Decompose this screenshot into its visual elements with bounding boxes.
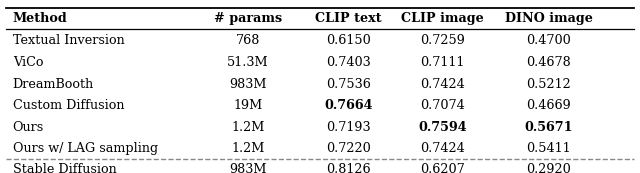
Text: 0.5671: 0.5671 (525, 121, 573, 134)
Text: 0.7403: 0.7403 (326, 56, 371, 69)
Text: Stable Diffusion: Stable Diffusion (13, 163, 116, 173)
Text: 51.3M: 51.3M (227, 56, 269, 69)
Text: 19M: 19M (233, 99, 262, 112)
Text: 0.7074: 0.7074 (420, 99, 465, 112)
Text: 0.5212: 0.5212 (527, 78, 572, 90)
Text: # params: # params (214, 12, 282, 25)
Text: 0.5411: 0.5411 (527, 142, 572, 155)
Text: 0.7111: 0.7111 (420, 56, 465, 69)
Text: Custom Diffusion: Custom Diffusion (13, 99, 124, 112)
Text: Method: Method (13, 12, 67, 25)
Text: 0.7424: 0.7424 (420, 78, 465, 90)
Text: CLIP image: CLIP image (401, 12, 484, 25)
Text: Textual Inversion: Textual Inversion (13, 34, 124, 47)
Text: 0.7220: 0.7220 (326, 142, 371, 155)
Text: 768: 768 (236, 34, 260, 47)
Text: 0.7424: 0.7424 (420, 142, 465, 155)
Text: 0.4700: 0.4700 (527, 34, 572, 47)
Text: 983M: 983M (229, 163, 267, 173)
Text: 0.4678: 0.4678 (527, 56, 572, 69)
Text: 0.7259: 0.7259 (420, 34, 465, 47)
Text: DreamBooth: DreamBooth (13, 78, 94, 90)
Text: 1.2M: 1.2M (231, 142, 264, 155)
Text: 0.6207: 0.6207 (420, 163, 465, 173)
Text: 983M: 983M (229, 78, 267, 90)
Text: 0.7536: 0.7536 (326, 78, 371, 90)
Text: 0.4669: 0.4669 (527, 99, 572, 112)
Text: 0.8126: 0.8126 (326, 163, 371, 173)
Text: 0.7664: 0.7664 (324, 99, 372, 112)
Text: Ours w/ LAG sampling: Ours w/ LAG sampling (13, 142, 158, 155)
Text: ViCo: ViCo (13, 56, 43, 69)
Text: 0.7594: 0.7594 (418, 121, 467, 134)
Text: 0.2920: 0.2920 (527, 163, 572, 173)
Text: Ours: Ours (13, 121, 44, 134)
Text: 1.2M: 1.2M (231, 121, 264, 134)
Text: 0.7193: 0.7193 (326, 121, 371, 134)
Text: 0.6150: 0.6150 (326, 34, 371, 47)
Text: DINO image: DINO image (505, 12, 593, 25)
Text: CLIP text: CLIP text (315, 12, 381, 25)
